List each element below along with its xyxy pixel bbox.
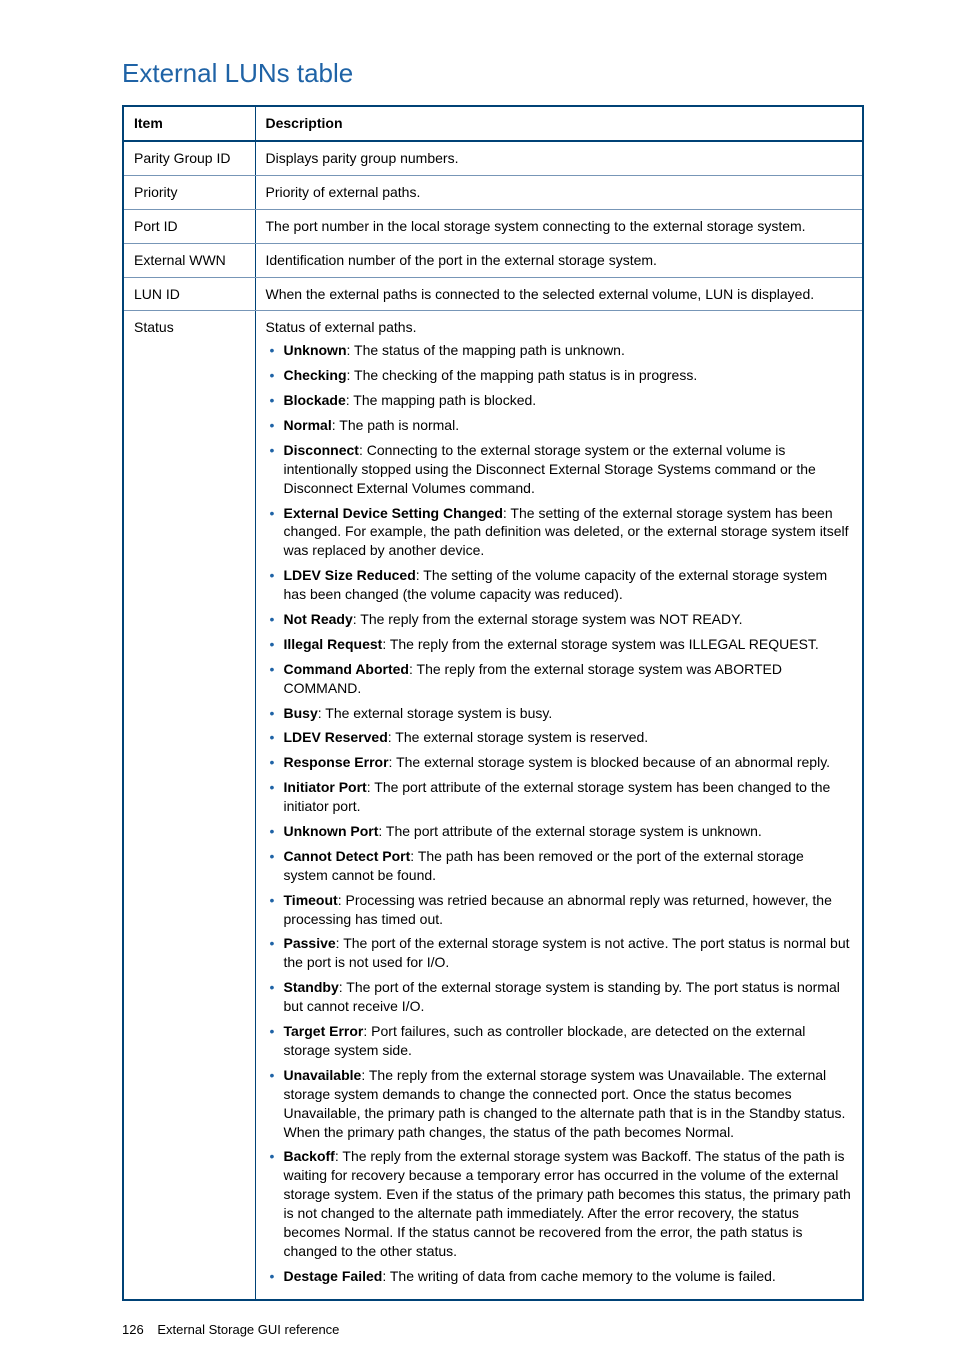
status-item: LDEV Reserved: The external storage syst… — [284, 728, 853, 747]
status-term: Passive — [284, 935, 336, 951]
status-item: Illegal Request: The reply from the exte… — [284, 635, 853, 654]
status-desc: : The port of the external storage syste… — [284, 979, 840, 1014]
status-item: Timeout: Processing was retried because … — [284, 891, 853, 929]
status-item: Not Ready: The reply from the external s… — [284, 610, 853, 629]
status-item: Initiator Port: The port attribute of th… — [284, 778, 853, 816]
status-item: Backoff: The reply from the external sto… — [284, 1147, 853, 1260]
status-term: Target Error — [284, 1023, 364, 1039]
status-item: Blockade: The mapping path is blocked. — [284, 391, 853, 410]
status-term: External Device Setting Changed — [284, 505, 503, 521]
section-title: External LUNs table — [122, 56, 864, 91]
cell-item: LUN ID — [123, 277, 255, 311]
status-item: Passive: The port of the external storag… — [284, 934, 853, 972]
footer-section: External Storage GUI reference — [157, 1322, 339, 1337]
status-term: Initiator Port — [284, 779, 367, 795]
status-term: LDEV Reserved — [284, 729, 388, 745]
cell-item: Priority — [123, 175, 255, 209]
status-item: External Device Setting Changed: The set… — [284, 504, 853, 561]
status-item: Command Aborted: The reply from the exte… — [284, 660, 853, 698]
cell-description: Priority of external paths. — [255, 175, 863, 209]
table-row: LUN ID When the external paths is connec… — [123, 277, 863, 311]
col-header-item: Item — [123, 106, 255, 141]
status-term: Standby — [284, 979, 339, 995]
status-term: Checking — [284, 367, 347, 383]
cell-description: The port number in the local storage sys… — [255, 209, 863, 243]
status-term: Not Ready — [284, 611, 353, 627]
table-row: Priority Priority of external paths. — [123, 175, 863, 209]
status-item: Busy: The external storage system is bus… — [284, 704, 853, 723]
status-desc: : The writing of data from cache memory … — [382, 1268, 775, 1284]
status-desc: : The mapping path is blocked. — [346, 392, 536, 408]
cell-description: Displays parity group numbers. — [255, 141, 863, 175]
status-item: Unknown Port: The port attribute of the … — [284, 822, 853, 841]
external-luns-table: Item Description Parity Group ID Display… — [122, 105, 864, 1301]
col-header-description: Description — [255, 106, 863, 141]
status-desc: : The reply from the external storage sy… — [382, 636, 819, 652]
status-term: Busy — [284, 705, 318, 721]
status-term: LDEV Size Reduced — [284, 567, 416, 583]
status-item: Response Error: The external storage sys… — [284, 753, 853, 772]
status-desc: : The reply from the external storage sy… — [353, 611, 743, 627]
status-desc: : The port of the external storage syste… — [284, 935, 850, 970]
status-term: Normal — [284, 417, 332, 433]
status-item: Standby: The port of the external storag… — [284, 978, 853, 1016]
status-desc: : Connecting to the external storage sys… — [284, 442, 816, 496]
status-list: Unknown: The status of the mapping path … — [266, 341, 853, 1285]
status-term: Destage Failed — [284, 1268, 383, 1284]
status-desc: : Processing was retried because an abno… — [284, 892, 832, 927]
status-intro: Status of external paths. — [266, 318, 853, 337]
table-row: Parity Group ID Displays parity group nu… — [123, 141, 863, 175]
page-footer: 126 External Storage GUI reference — [122, 1321, 864, 1339]
cell-description: Identification number of the port in the… — [255, 243, 863, 277]
status-item: LDEV Size Reduced: The setting of the vo… — [284, 566, 853, 604]
table-row-status: Status Status of external paths. Unknown… — [123, 311, 863, 1300]
table-header-row: Item Description — [123, 106, 863, 141]
status-term: Backoff — [284, 1148, 335, 1164]
page: External LUNs table Item Description Par… — [0, 0, 954, 1366]
status-item: Destage Failed: The writing of data from… — [284, 1267, 853, 1286]
cell-item: External WWN — [123, 243, 255, 277]
status-desc: : The external storage system is busy. — [318, 705, 552, 721]
status-desc: : The path is normal. — [332, 417, 459, 433]
status-item: Unavailable: The reply from the external… — [284, 1066, 853, 1142]
status-item: Target Error: Port failures, such as con… — [284, 1022, 853, 1060]
status-desc: : The reply from the external storage sy… — [284, 1148, 851, 1258]
status-term: Command Aborted — [284, 661, 409, 677]
status-item: Cannot Detect Port: The path has been re… — [284, 847, 853, 885]
status-term: Timeout — [284, 892, 338, 908]
status-term: Unknown — [284, 342, 347, 358]
cell-item: Port ID — [123, 209, 255, 243]
status-term: Disconnect — [284, 442, 359, 458]
status-term: Cannot Detect Port — [284, 848, 411, 864]
status-term: Unknown Port — [284, 823, 379, 839]
status-item: Normal: The path is normal. — [284, 416, 853, 435]
cell-item: Parity Group ID — [123, 141, 255, 175]
status-desc: : The checking of the mapping path statu… — [347, 367, 698, 383]
table-row: Port ID The port number in the local sto… — [123, 209, 863, 243]
status-desc: : The port attribute of the external sto… — [378, 823, 761, 839]
status-item: Unknown: The status of the mapping path … — [284, 341, 853, 360]
status-desc: : The external storage system is reserve… — [388, 729, 648, 745]
status-item: Checking: The checking of the mapping pa… — [284, 366, 853, 385]
cell-item: Status — [123, 311, 255, 1300]
status-desc: : The reply from the external storage sy… — [284, 1067, 846, 1140]
status-term: Unavailable — [284, 1067, 362, 1083]
status-desc: : The status of the mapping path is unkn… — [347, 342, 625, 358]
status-term: Illegal Request — [284, 636, 383, 652]
page-number: 126 — [122, 1322, 144, 1337]
cell-description: When the external paths is connected to … — [255, 277, 863, 311]
status-desc: : The external storage system is blocked… — [389, 754, 831, 770]
status-term: Blockade — [284, 392, 346, 408]
table-row: External WWN Identification number of th… — [123, 243, 863, 277]
cell-description-status: Status of external paths. Unknown: The s… — [255, 311, 863, 1300]
status-item: Disconnect: Connecting to the external s… — [284, 441, 853, 498]
status-term: Response Error — [284, 754, 389, 770]
